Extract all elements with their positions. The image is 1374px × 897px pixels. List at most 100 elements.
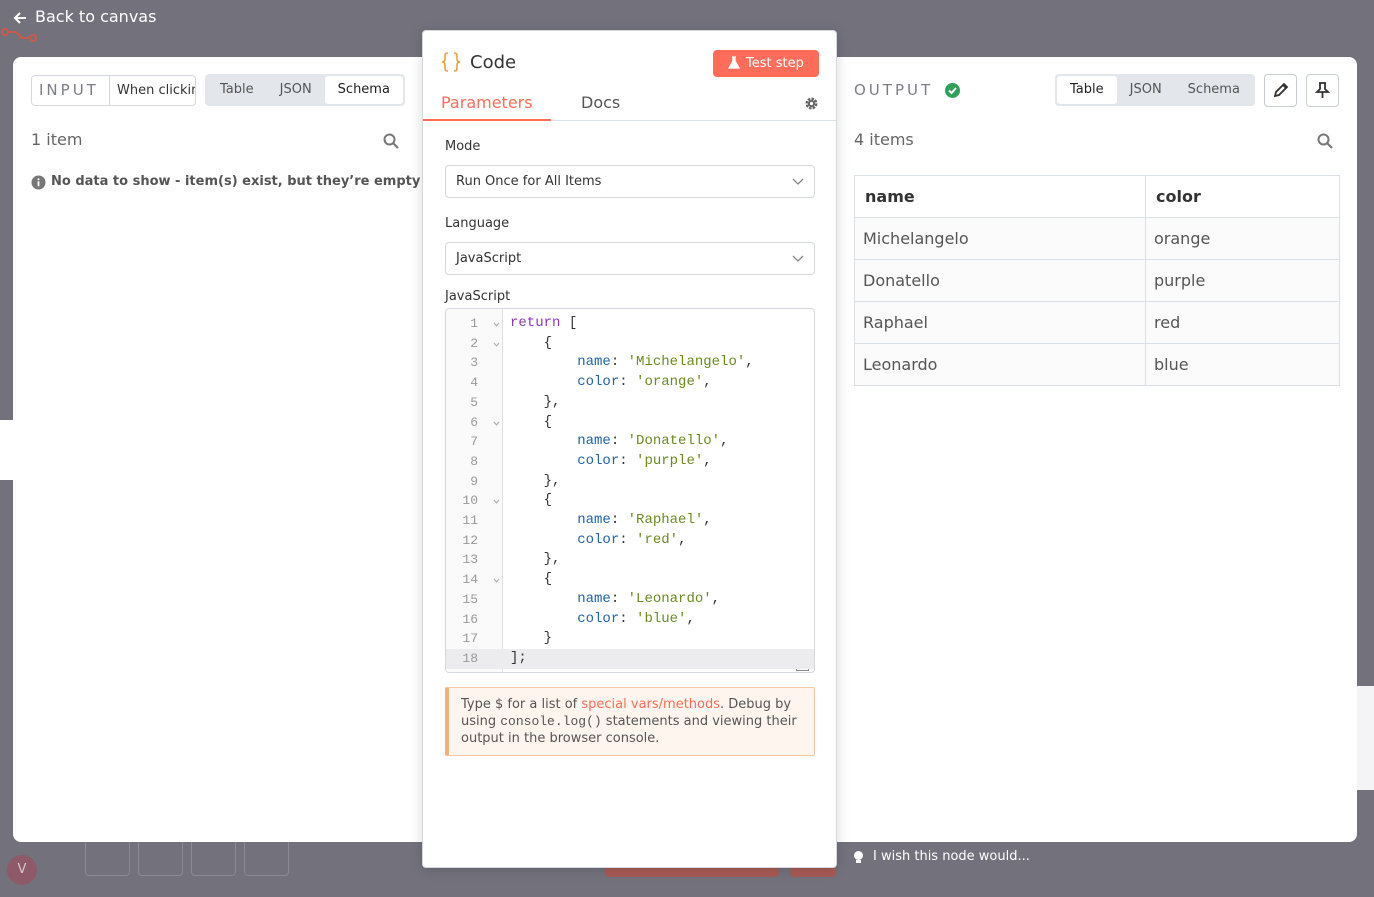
- avatar[interactable]: V: [7, 855, 37, 885]
- input-tabs: Table JSON Schema: [205, 74, 405, 106]
- code-editor[interactable]: 1 return [ 2 {3 name: 'Michelangelo', 4 col…: [445, 308, 815, 673]
- success-icon: [945, 83, 960, 98]
- code-line: return [: [510, 315, 578, 331]
- node-tab[interactable]: Parameters: [423, 93, 551, 121]
- line-number: 3: [470, 355, 478, 371]
- line-number: 9: [470, 473, 478, 489]
- table-row: Leonardo blue: [854, 343, 1340, 386]
- line-number: 6: [470, 414, 478, 430]
- line-number: 8: [470, 453, 478, 469]
- line-number: 2: [470, 335, 478, 351]
- view-tab[interactable]: Schema: [1187, 82, 1240, 97]
- table-row: Raphael red: [854, 301, 1340, 344]
- table-cell: blue: [1145, 343, 1340, 386]
- edit-button[interactable]: [1264, 74, 1297, 107]
- table-cell: red: [1145, 301, 1340, 344]
- node-title[interactable]: Code: [470, 52, 517, 73]
- line-number: 4: [470, 375, 478, 391]
- hint-code: console.log(): [500, 714, 602, 729]
- back-arrow-icon[interactable]: [12, 10, 28, 26]
- reset-button[interactable]: [244, 836, 289, 876]
- line-number: 11: [462, 513, 478, 528]
- line-number: 12: [462, 532, 478, 548]
- code-line: {: [510, 413, 553, 430]
- view-tab[interactable]: Table: [220, 82, 254, 97]
- output-item-count: 4 items: [854, 130, 914, 149]
- input-label: INPUT: [31, 75, 110, 106]
- code-line: name: 'Donatello',: [577, 433, 729, 450]
- hint-link[interactable]: special vars/methods: [581, 697, 721, 712]
- info-icon: [31, 175, 46, 190]
- table-cell: Leonardo: [854, 343, 1146, 386]
- code-line: name: 'Leonardo',: [577, 590, 721, 607]
- hint-text: statements and viewing their output in t…: [461, 714, 797, 746]
- active-line: [446, 648, 814, 669]
- input-node-select[interactable]: When clickin: [109, 75, 196, 106]
- chevron-icon: [792, 178, 804, 185]
- settings-icon[interactable]: [804, 96, 819, 111]
- node-tab[interactable]: Docs: [581, 93, 621, 112]
- table-cell: Michelangelo: [854, 217, 1146, 260]
- table-cell: Raphael: [854, 301, 1146, 344]
- code-line: name: 'Raphael',: [577, 512, 712, 528]
- code-line: {: [510, 492, 553, 509]
- input-item-count: 1 item: [31, 130, 83, 149]
- view-tab[interactable]: Table: [1057, 76, 1117, 104]
- feedback-link[interactable]: I wish this node would...: [873, 849, 1030, 864]
- select[interactable]: Run Once for All Items: [445, 165, 815, 198]
- table-cell: orange: [1145, 217, 1340, 260]
- output-table: name color Michelangelo orange Donatello purp…: [854, 175, 1340, 386]
- editor-gutter: [446, 309, 503, 672]
- hint-text: . Debug by using: [461, 697, 792, 729]
- canvas-controls: [85, 836, 291, 876]
- search-icon[interactable]: [383, 133, 399, 149]
- output-label: OUTPUT: [854, 81, 934, 99]
- fold-icon[interactable]: [493, 322, 500, 327]
- test-step-button[interactable]: Test step: [713, 50, 819, 77]
- fit-button[interactable]: [85, 836, 130, 876]
- code-line: },: [510, 551, 561, 568]
- line-number: 18: [462, 650, 478, 666]
- select-value: Run Once for All Items: [456, 174, 602, 189]
- search-icon[interactable]: [1317, 133, 1333, 149]
- code-line: },: [510, 472, 561, 489]
- fold-icon[interactable]: [493, 578, 500, 583]
- code-line: name: 'Michelangelo',: [577, 354, 754, 371]
- zoom-in-button[interactable]: [138, 836, 183, 876]
- node-panel: Code Test step Parameters Docs JavaScript…: [422, 30, 837, 868]
- fold-icon[interactable]: [493, 499, 500, 505]
- code-icon: [441, 52, 461, 72]
- fold-icon[interactable]: [493, 421, 500, 426]
- editor-label: JavaScript: [445, 289, 511, 304]
- table-row: Donatello purple: [854, 259, 1340, 302]
- hint-text: Type $ for a list of: [461, 697, 582, 712]
- code-line: ];: [510, 649, 527, 666]
- logo: [1, 28, 37, 42]
- line-number: 5: [470, 394, 478, 410]
- zoom-out-button[interactable]: [191, 836, 236, 876]
- fold-icon[interactable]: [493, 342, 500, 347]
- back-link[interactable]: Back to canvas: [35, 7, 157, 26]
- field-label: Mode: [445, 139, 481, 154]
- code-line: }: [510, 630, 553, 647]
- line-number: 1: [470, 316, 478, 331]
- select-value: JavaScript: [456, 251, 522, 266]
- select[interactable]: JavaScript: [445, 242, 815, 275]
- line-number: 17: [462, 631, 478, 647]
- output-tabs: Table JSON Schema: [1055, 74, 1255, 106]
- view-tab[interactable]: Schema: [324, 76, 403, 104]
- table-cell: Donatello: [854, 259, 1146, 302]
- canvas-node-edge: [1357, 686, 1374, 790]
- code-line: color: 'purple',: [577, 452, 712, 469]
- test-step-label: Test step: [746, 56, 804, 71]
- hint-box: Type $ for a list of special vars/method…: [445, 687, 815, 756]
- line-number: 15: [462, 591, 478, 607]
- side-handle[interactable]: [0, 420, 16, 480]
- bulb-icon: [854, 851, 863, 863]
- line-number: 13: [462, 552, 478, 568]
- pin-button[interactable]: [1306, 74, 1339, 107]
- code-line: },: [510, 393, 561, 410]
- view-tab[interactable]: JSON: [279, 82, 312, 97]
- view-tab[interactable]: JSON: [1129, 82, 1162, 97]
